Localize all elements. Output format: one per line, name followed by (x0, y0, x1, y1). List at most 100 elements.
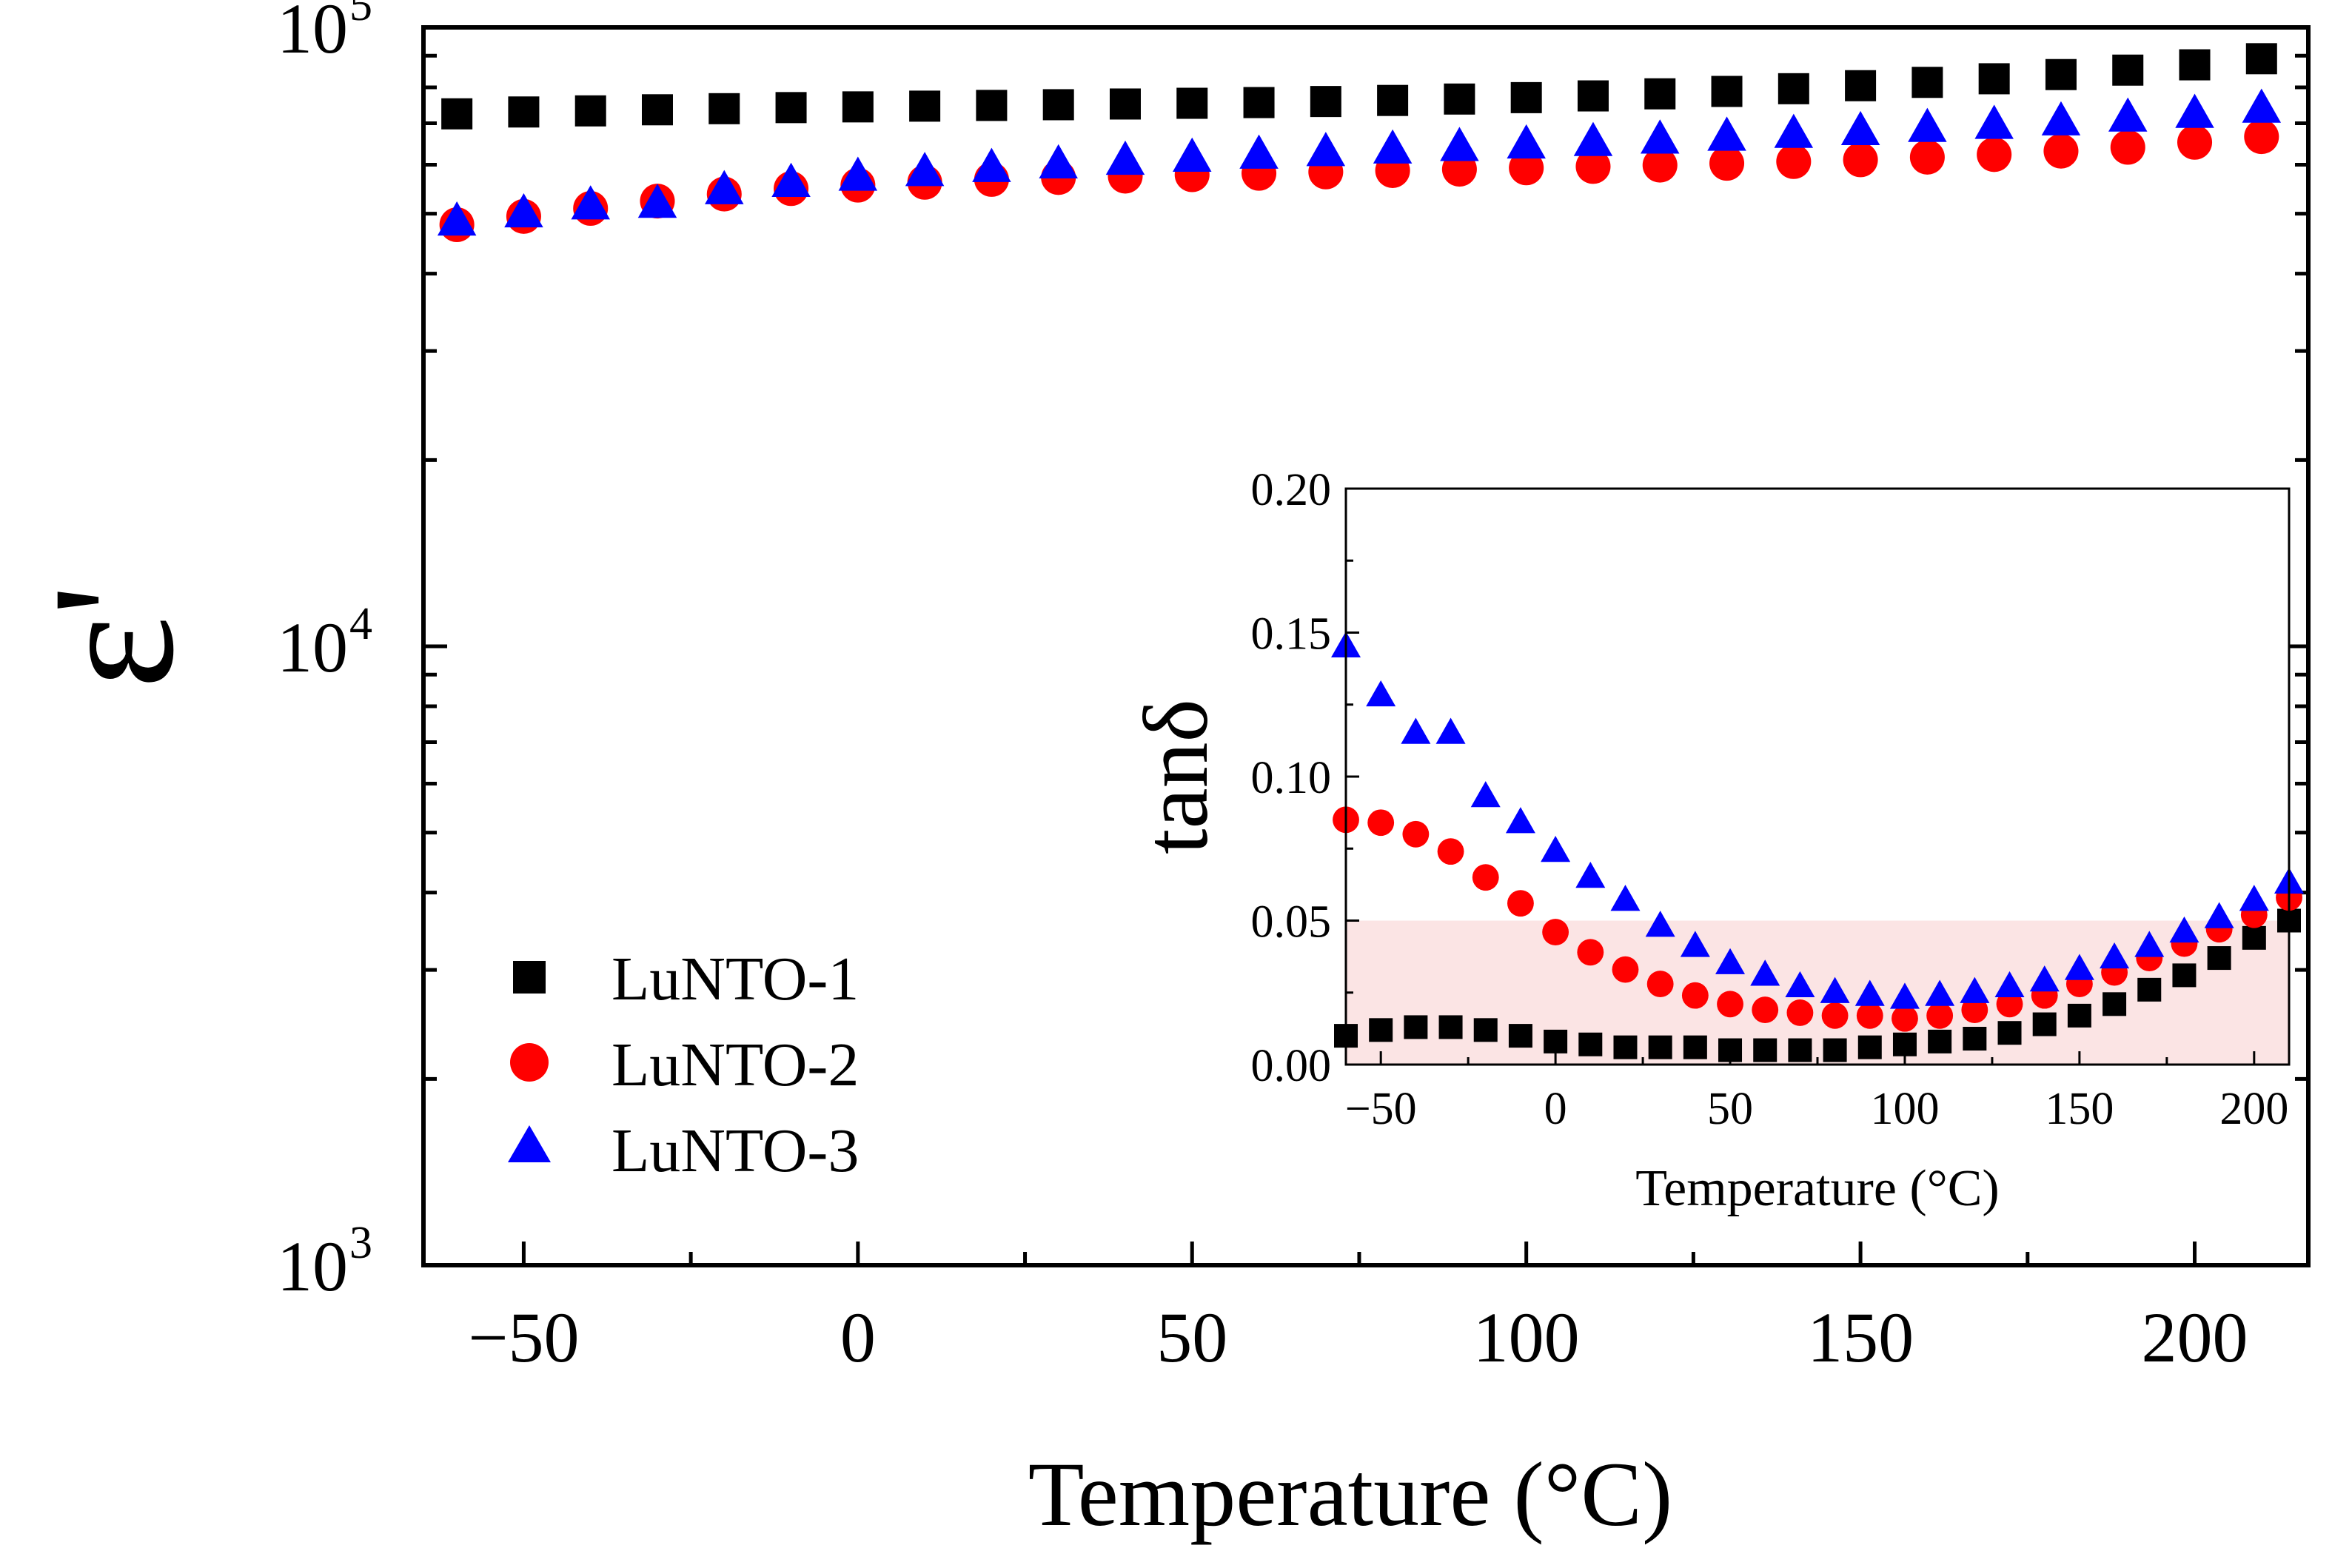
inset-point-circle (1752, 996, 1779, 1024)
main-point-square (2112, 54, 2144, 86)
main-point-square (1510, 81, 1542, 113)
main-point-square (574, 95, 606, 127)
inset-point-square (1613, 1035, 1638, 1059)
inset-point-triangle (2239, 885, 2269, 911)
main-point-square (2179, 49, 2211, 81)
inset-point-triangle (2100, 942, 2130, 969)
inset-point-circle (1646, 971, 1674, 997)
main-point-square (1711, 76, 1743, 107)
main-point-triangle (2041, 101, 2081, 135)
inset-shaded-band (1346, 920, 2289, 1065)
inset-point-circle (1856, 1002, 1883, 1029)
inset-point-square (1857, 1035, 1882, 1059)
inset-series-lunto-1 (1334, 908, 2301, 1062)
main-point-triangle (905, 152, 945, 187)
main-point-triangle (1840, 110, 1880, 146)
inset-point-square (1788, 1038, 1812, 1062)
inset-point-square (1404, 1015, 1428, 1039)
inset-point-triangle (1610, 885, 1641, 911)
main-point-square (441, 98, 473, 130)
inset-point-square (2242, 925, 2266, 950)
main-point-triangle (1707, 116, 1746, 151)
main-point-triangle (1974, 104, 2014, 139)
inset-point-circle (1821, 1002, 1849, 1029)
main-x-tick-label: 150 (1807, 1298, 1914, 1377)
inset-point-square (1544, 1029, 1568, 1053)
inset-x-tick-labels: −50 0 50 100 150 200 (1345, 1084, 2289, 1134)
main-point-triangle (1640, 119, 1680, 154)
inset-point-triangle (1750, 959, 1780, 986)
main-point-square (641, 94, 673, 126)
inset-x-tick-label: 0 (1544, 1084, 1567, 1134)
main-plot-frame (421, 25, 2311, 1267)
inset-point-square (1473, 1018, 1498, 1042)
main-point-square (1911, 67, 1943, 98)
main-point-triangle (1774, 113, 1814, 148)
main-point-triangle (2175, 93, 2214, 128)
main-point-square (1644, 78, 1676, 110)
main-point-square (1444, 83, 1475, 115)
main-point-circle (2244, 119, 2279, 155)
main-point-square (1845, 70, 1877, 101)
inset-point-circle (1612, 956, 1639, 983)
main-point-square (2045, 58, 2077, 90)
main-point-circle (2043, 133, 2079, 169)
legend-label-lunto-2: LuNTO-2 (612, 1031, 859, 1099)
inset-point-square (1997, 1021, 2022, 1045)
inset-point-triangle (1505, 807, 1535, 834)
main-point-circle (1909, 139, 1945, 175)
inset-series-lunto-2 (1333, 806, 2302, 1032)
main-point-circle (1776, 144, 1812, 179)
main-point-circle (1575, 149, 1611, 184)
main-y-tick-exponent: 4 (349, 599, 372, 649)
inset-point-square (1963, 1026, 1987, 1051)
main-point-triangle (1507, 124, 1546, 159)
inset-point-triangle (1785, 971, 1815, 998)
main-point-square (508, 96, 540, 128)
inset-point-square (2137, 977, 2162, 1002)
inset-x-tick-label: 150 (2045, 1084, 2114, 1134)
main-series-lunto-3 (437, 88, 2282, 236)
inset-point-triangle (1820, 976, 1850, 1003)
inset-x-tick-label: 200 (2219, 1084, 2288, 1134)
main-point-triangle (637, 184, 677, 218)
inset-y-axis-title: tanδ (1125, 699, 1227, 854)
main-y-tick-label: 10 (277, 0, 348, 68)
inset-point-square (2067, 1003, 2091, 1028)
inset-plot-frame (1344, 487, 2291, 1066)
inset-point-triangle (2134, 931, 2165, 957)
inset-point-square (1892, 1032, 1917, 1056)
inset-point-square (2032, 1012, 2057, 1036)
main-x-tick-label: 100 (1473, 1298, 1580, 1377)
inset-y-tick-label: 0.10 (1251, 753, 1332, 803)
inset-point-triangle (1401, 717, 1431, 744)
main-point-square (1176, 87, 1208, 119)
main-point-circle (1977, 137, 2012, 172)
inset-point-square (1508, 1024, 1532, 1048)
inset-point-circle (1472, 864, 1499, 891)
inset-x-tick-label: 50 (1707, 1084, 1753, 1134)
main-point-square (1778, 73, 1809, 104)
main-y-tick-exponent: 3 (349, 1218, 372, 1268)
inset-point-circle (1681, 982, 1709, 1009)
legend-marker-square (513, 961, 546, 994)
main-point-square (1042, 89, 1074, 121)
inset-point-circle (1577, 939, 1604, 966)
main-point-triangle (1173, 137, 1212, 172)
main-point-triangle (838, 156, 878, 191)
main-point-circle (1509, 150, 1544, 186)
legend-item-lunto-2: LuNTO-2 (510, 1031, 859, 1099)
inset-point-square (2207, 946, 2231, 971)
main-point-circle (1709, 146, 1745, 181)
main-point-triangle (705, 170, 744, 204)
inset-point-triangle (1435, 717, 1466, 744)
legend-label-lunto-3: LuNTO-3 (612, 1116, 859, 1185)
inset-point-square (1578, 1032, 1603, 1056)
main-point-triangle (1105, 140, 1145, 175)
inset-point-square (2103, 992, 2127, 1016)
inset-point-triangle (1925, 979, 1955, 1006)
inset-point-triangle (1994, 971, 2025, 998)
inset-point-circle (1367, 809, 1395, 837)
main-x-axis-title: Temperature (°C) (1028, 1444, 1673, 1545)
